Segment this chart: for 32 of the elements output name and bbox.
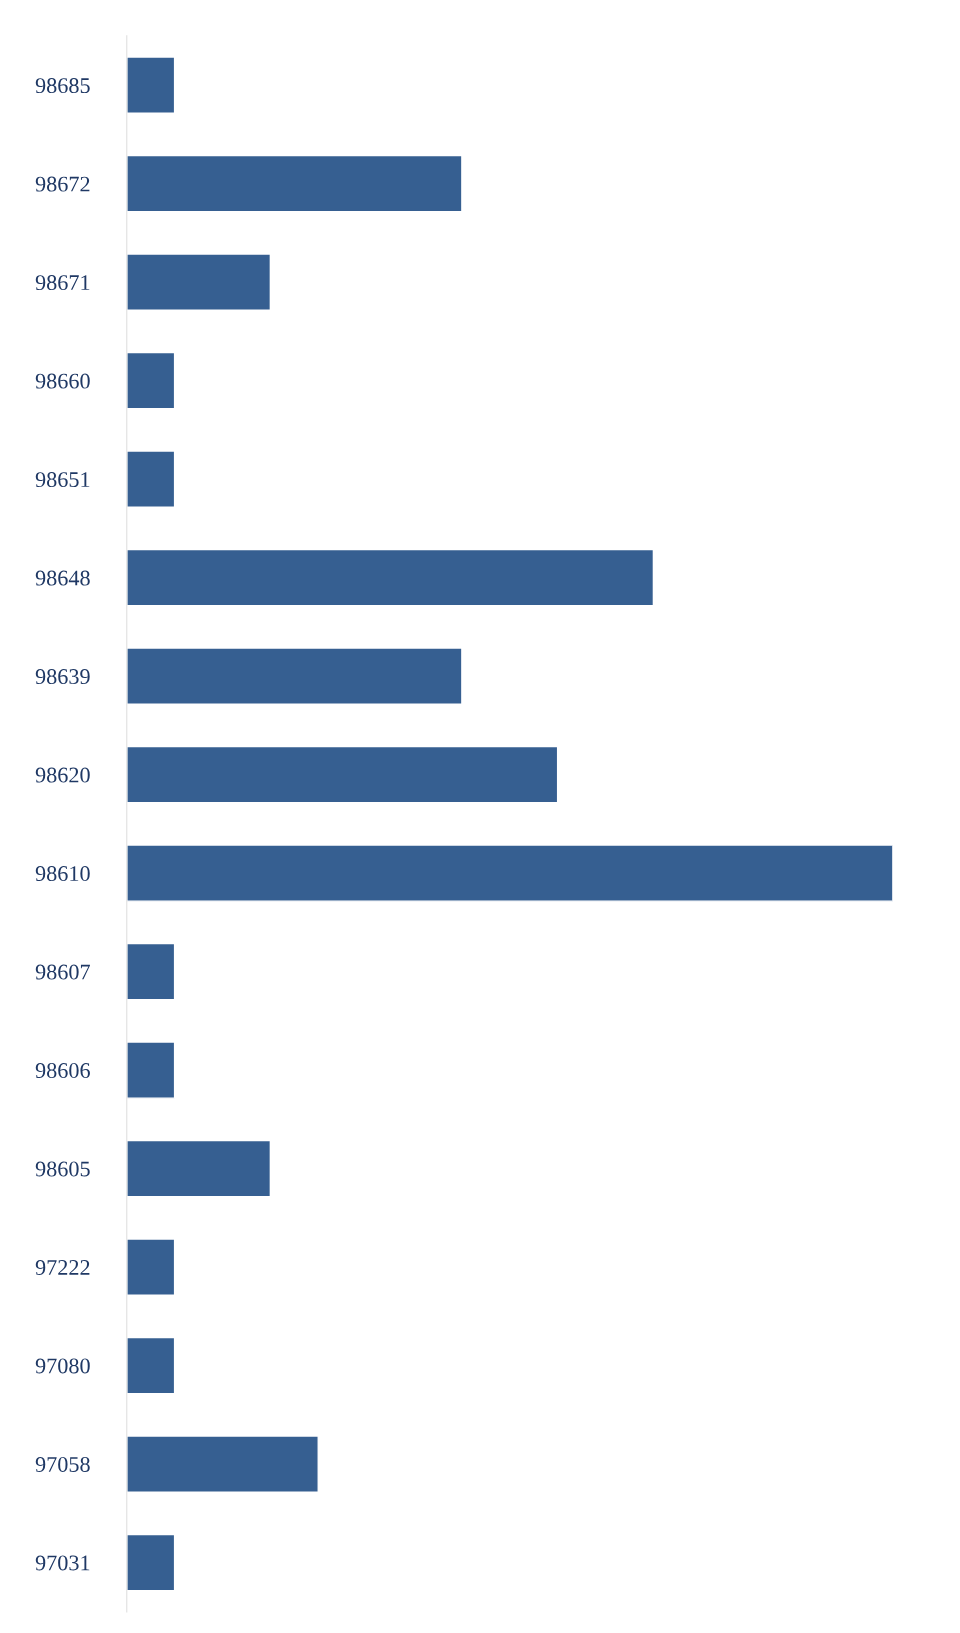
y-tick-label: 98610 xyxy=(35,866,90,882)
y-tick-label: 98660 xyxy=(35,373,90,389)
y-tick-label: 98671 xyxy=(35,275,90,291)
y-tick-label: 98605 xyxy=(35,1161,90,1177)
y-tick-label: 98620 xyxy=(35,767,90,783)
y-tick-label: 97080 xyxy=(35,1358,90,1374)
bar xyxy=(126,647,463,705)
y-tick-label: 98648 xyxy=(35,570,90,586)
bar xyxy=(126,1533,176,1592)
bar xyxy=(126,844,893,902)
bar xyxy=(126,1435,319,1493)
y-tick-label: 97222 xyxy=(35,1260,90,1275)
y-tick-label: 97058 xyxy=(35,1456,90,1472)
y-tick-label: 97031 xyxy=(35,1555,90,1571)
y-tick-label: 98639 xyxy=(35,669,90,685)
y-tick-label: 98606 xyxy=(35,1063,90,1078)
bar xyxy=(126,548,655,607)
bar xyxy=(126,351,176,410)
bar xyxy=(126,56,176,114)
bar xyxy=(126,1139,272,1198)
y-tick-label: 98672 xyxy=(35,176,90,192)
bar xyxy=(126,154,463,213)
y-tick-label: 98607 xyxy=(35,964,90,980)
y-tick-label: 98685 xyxy=(35,78,90,94)
bar xyxy=(126,253,272,311)
bar xyxy=(126,942,176,1001)
bar xyxy=(126,1041,176,1099)
bar xyxy=(126,745,559,804)
y-tick-label: 98651 xyxy=(35,472,90,488)
bar xyxy=(126,450,176,508)
bar xyxy=(126,1238,176,1296)
bar xyxy=(126,1336,176,1395)
